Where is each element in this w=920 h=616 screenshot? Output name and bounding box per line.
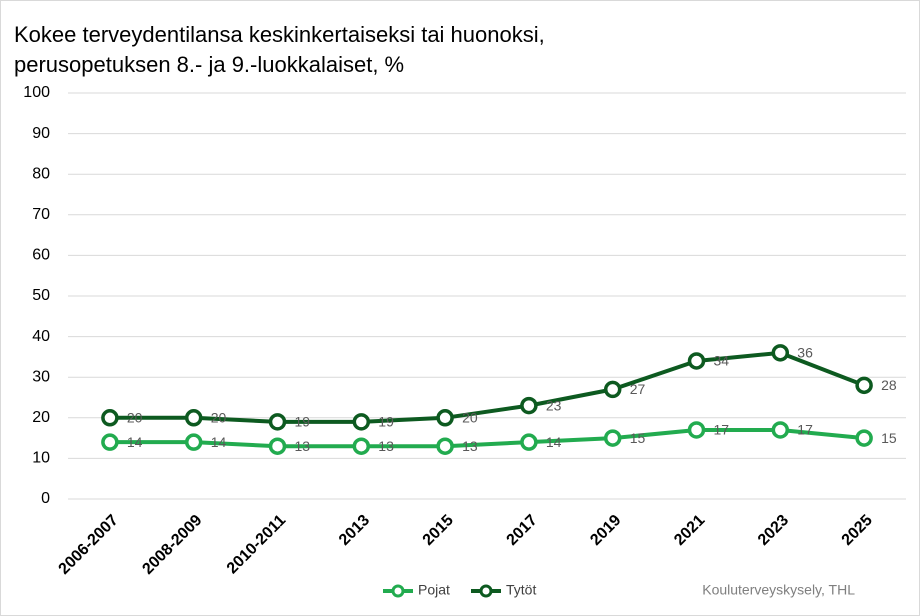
y-tick-label: 90: [32, 125, 50, 142]
data-label: 36: [797, 345, 813, 361]
data-point: [771, 421, 790, 439]
data-point: [184, 433, 203, 451]
legend-label: Pojat: [418, 582, 450, 598]
data-point: [603, 380, 622, 399]
data-label: 20: [462, 410, 478, 426]
series-line: [109, 350, 865, 424]
y-tick-label: 60: [32, 247, 50, 264]
data-label: 20: [211, 410, 227, 426]
legend-marker: [391, 584, 405, 598]
y-tick-label: 80: [32, 165, 50, 182]
data-label: 28: [881, 377, 897, 393]
data-label: 13: [378, 438, 394, 454]
data-label: 27: [630, 381, 646, 397]
data-point: [687, 421, 706, 439]
data-label: 23: [546, 397, 562, 413]
data-label: 34: [714, 353, 730, 369]
data-label: 15: [630, 430, 646, 446]
data-label: 13: [295, 438, 311, 454]
data-point: [184, 409, 203, 427]
data-label: 20: [127, 410, 143, 426]
y-tick-label: 10: [32, 450, 50, 467]
y-tick-label: 50: [32, 287, 50, 304]
data-label: 17: [797, 422, 813, 438]
y-tick-label: 100: [23, 84, 50, 101]
data-point: [352, 413, 371, 431]
data-point: [436, 437, 454, 455]
data-label: 13: [462, 438, 478, 454]
data-point: [101, 433, 119, 451]
data-label: 14: [211, 434, 227, 450]
data-point: [687, 352, 706, 370]
data-label: 14: [546, 434, 562, 450]
chart-title: Kokee terveydentilansa keskinkertaiseksi…: [14, 22, 545, 47]
legend-marker: [479, 584, 493, 598]
data-label: 15: [881, 430, 897, 446]
data-label: 17: [714, 422, 730, 438]
data-point: [520, 433, 538, 451]
data-point: [603, 429, 622, 447]
data-point: [855, 376, 873, 395]
data-label: 19: [378, 414, 394, 430]
source-note: Kouluterveyskysely, THL: [702, 582, 855, 598]
data-point: [855, 429, 873, 447]
data-label: 14: [127, 434, 143, 450]
data-point: [268, 413, 287, 431]
y-tick-label: 20: [32, 409, 50, 426]
data-point: [352, 437, 371, 455]
y-tick-label: 70: [32, 206, 50, 223]
data-point: [101, 409, 119, 427]
data-point: [771, 344, 790, 362]
data-point: [268, 437, 287, 455]
data-point: [436, 409, 454, 427]
y-tick-label: 30: [32, 368, 50, 385]
data-point: [520, 396, 538, 415]
chart-title: perusopetuksen 8.- ja 9.-luokkalaiset, %: [14, 52, 404, 77]
legend-label: Tytöt: [506, 582, 536, 598]
y-tick-label: 40: [32, 328, 50, 345]
y-tick-label: 0: [41, 490, 50, 507]
series-line: [109, 427, 865, 449]
data-label: 19: [295, 414, 311, 430]
